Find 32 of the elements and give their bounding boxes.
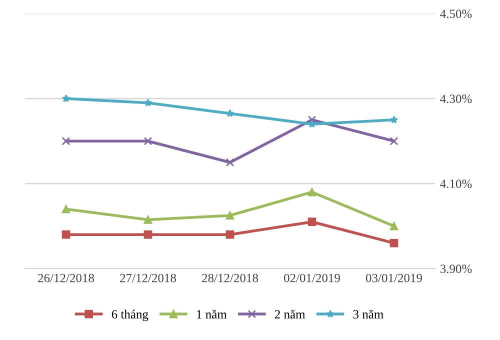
x-tick-label: 03/01/2019 — [366, 274, 422, 282]
y-tick-label: 4.50% — [440, 10, 472, 18]
point — [62, 230, 70, 239]
point — [390, 136, 398, 146]
point — [144, 98, 152, 106]
x-tick-label: 28/12/2018 — [202, 274, 258, 282]
point — [144, 136, 152, 146]
point — [390, 222, 398, 230]
x-tick-label: 02/01/2019 — [284, 274, 340, 282]
point — [62, 204, 70, 214]
point — [62, 136, 70, 146]
y-tick-label: 4.30% — [440, 94, 472, 104]
point — [144, 230, 152, 239]
legend-label: 6 tháng — [112, 310, 148, 322]
point — [308, 120, 316, 128]
point — [144, 216, 152, 224]
point — [226, 230, 234, 239]
point — [308, 218, 316, 226]
x-tick-label: 26/12/2018 — [38, 274, 94, 282]
point — [390, 116, 398, 124]
point — [226, 109, 234, 117]
point — [226, 211, 234, 220]
point — [390, 238, 398, 248]
x-tick-label: 27/12/2018 — [120, 274, 176, 282]
point — [308, 188, 316, 196]
legend-label: 3 năm — [353, 310, 384, 319]
y-tick-label: 3.90% — [440, 264, 472, 274]
point — [62, 94, 70, 102]
y-tick-label: 4.10% — [440, 180, 472, 188]
point — [226, 158, 234, 167]
legend-label: 2 năm — [274, 310, 306, 319]
legend-label: 1 năm — [197, 310, 227, 319]
